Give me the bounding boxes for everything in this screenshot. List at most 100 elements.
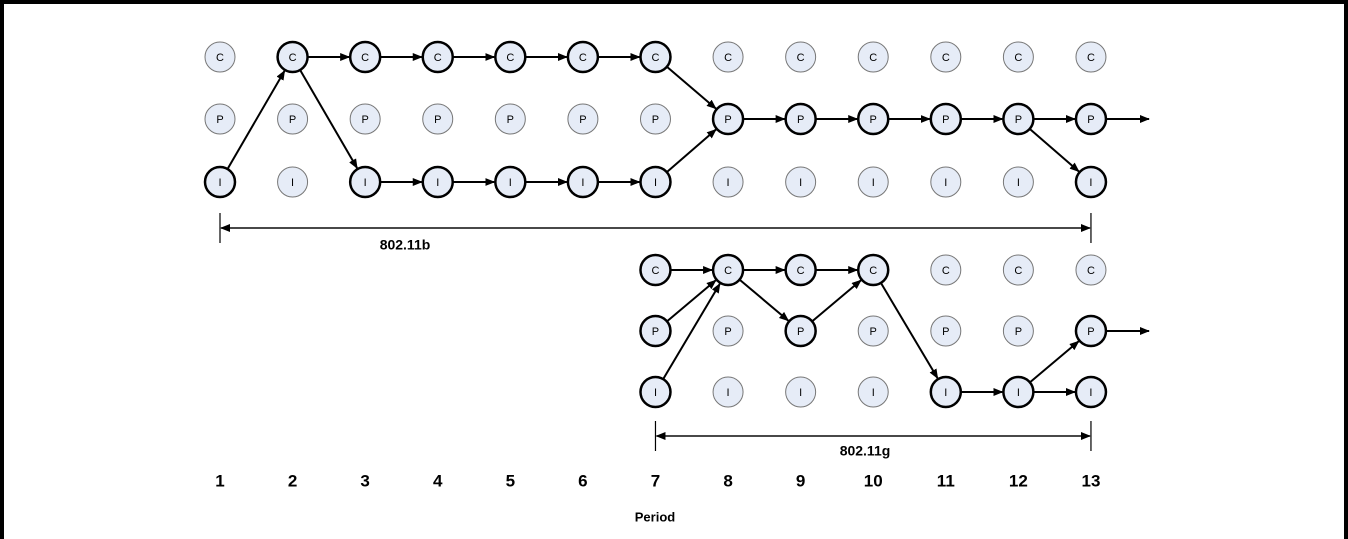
state-node <box>421 165 454 199</box>
state-label: C <box>1014 52 1022 64</box>
state-node <box>1002 315 1034 347</box>
arrow <box>811 279 862 323</box>
arrow <box>1029 340 1080 384</box>
state-node <box>421 40 454 74</box>
period-label: 5 <box>506 471 515 490</box>
state-label: P <box>1087 114 1094 126</box>
state-label: C <box>434 52 442 64</box>
state-label: C <box>1014 265 1022 277</box>
state-label: C <box>579 52 587 64</box>
state-node <box>1075 254 1107 286</box>
state-label: I <box>581 177 584 189</box>
state-label: C <box>869 265 877 277</box>
state-label: I <box>872 387 875 399</box>
period-label: 1 <box>215 471 224 490</box>
arrow <box>1029 128 1080 173</box>
state-node <box>929 102 963 136</box>
state-node <box>857 315 889 347</box>
state-node <box>1075 41 1107 73</box>
state-label: P <box>942 114 949 126</box>
state-label: P <box>870 326 877 338</box>
state-node <box>639 314 672 348</box>
state-label: P <box>1015 114 1022 126</box>
arrow <box>662 282 721 380</box>
state-node <box>566 40 600 74</box>
period-label: 6 <box>578 471 587 490</box>
state-node <box>494 103 526 135</box>
state-node <box>204 103 236 135</box>
state-label: P <box>361 114 368 126</box>
state-label: C <box>1087 265 1095 277</box>
state-label: I <box>727 387 730 399</box>
arrow <box>666 128 717 173</box>
state-node <box>422 103 454 135</box>
state-node <box>348 165 382 199</box>
state-node <box>639 40 672 74</box>
state-label: C <box>1087 52 1095 64</box>
network-label: 802.11b <box>380 237 431 253</box>
state-node <box>1074 165 1108 199</box>
state-node <box>639 253 672 287</box>
state-label: C <box>942 265 950 277</box>
state-label: C <box>942 52 950 64</box>
state-node <box>1074 102 1108 136</box>
state-label: I <box>654 177 657 189</box>
state-node <box>857 376 889 408</box>
state-label: I <box>1017 387 1020 399</box>
state-label: I <box>727 177 730 189</box>
state-label: I <box>1017 177 1020 189</box>
state-node <box>1002 102 1035 136</box>
state-node <box>785 166 817 198</box>
state-node <box>711 102 745 136</box>
state-node <box>712 41 744 73</box>
state-node <box>639 375 672 409</box>
state-node <box>712 315 744 347</box>
state-node <box>1002 375 1035 409</box>
arrow <box>880 282 939 380</box>
state-node <box>639 103 671 135</box>
state-node <box>1002 166 1034 198</box>
state-node <box>857 166 889 198</box>
state-label: C <box>216 52 224 64</box>
state-label: I <box>364 177 367 189</box>
state-label: P <box>724 326 731 338</box>
state-node <box>1002 254 1034 286</box>
state-label: P <box>652 114 659 126</box>
state-node <box>566 165 600 199</box>
state-label: C <box>869 52 877 64</box>
state-label: I <box>291 177 294 189</box>
state-node <box>1002 41 1034 73</box>
axis-label: Period <box>635 509 676 524</box>
state-node <box>930 41 962 73</box>
state-node <box>930 315 962 347</box>
state-label: I <box>436 177 439 189</box>
state-node <box>856 102 890 136</box>
period-label: 7 <box>651 471 660 490</box>
state-node <box>204 41 236 73</box>
state-node <box>494 40 527 74</box>
state-label: P <box>289 114 296 126</box>
state-node <box>494 165 527 199</box>
period-label: 4 <box>433 471 443 490</box>
state-node <box>784 253 817 287</box>
state-label: I <box>799 177 802 189</box>
state-label: C <box>361 52 369 64</box>
state-label: I <box>1089 387 1092 399</box>
arrow <box>738 278 790 322</box>
state-label: C <box>652 265 660 277</box>
state-label: C <box>797 265 805 277</box>
state-label: P <box>434 114 441 126</box>
state-label: P <box>216 114 223 126</box>
state-label: C <box>724 52 732 64</box>
state-label: P <box>652 326 659 338</box>
state-label: P <box>870 114 877 126</box>
state-node <box>1074 314 1108 348</box>
arrow <box>666 65 717 110</box>
state-label: C <box>724 265 732 277</box>
state-node <box>785 376 817 408</box>
state-node <box>784 314 817 348</box>
period-label: 10 <box>864 471 883 490</box>
arrow <box>666 279 717 323</box>
